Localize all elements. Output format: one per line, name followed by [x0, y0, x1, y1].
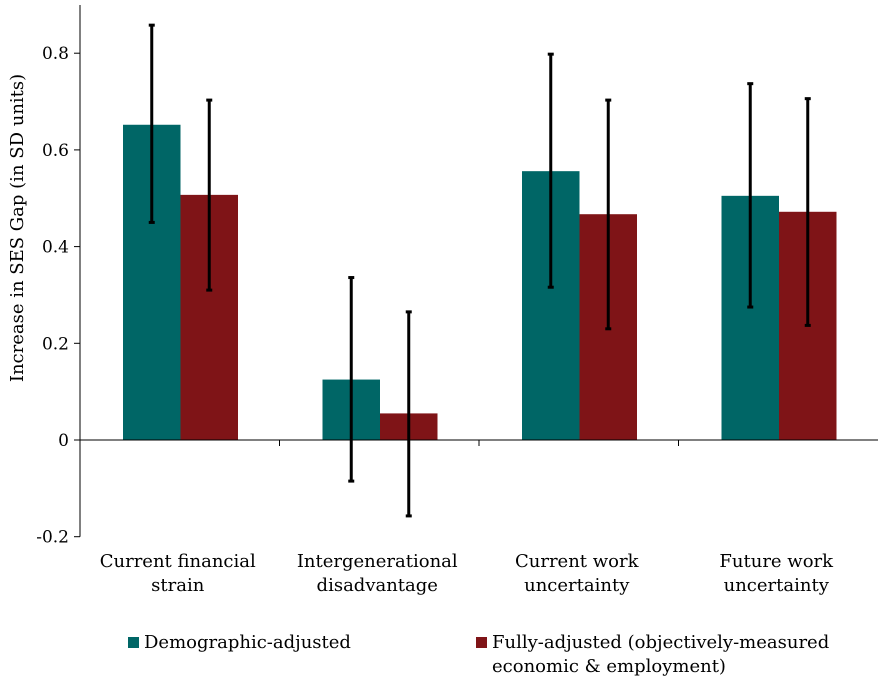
y-tick-label: 0.6	[42, 141, 69, 161]
legend-label-demographic: Demographic-adjusted	[144, 632, 351, 653]
error-bar-fully-adjusted-3	[804, 97, 811, 327]
category-label-1: Intergenerational	[297, 551, 458, 572]
y-axis-title: Increase in SES Gap (in SD units)	[7, 74, 28, 382]
legend-swatch-fully-adjusted	[476, 637, 487, 648]
y-tick-label: 0.8	[42, 44, 69, 64]
y-tick-label: 0	[58, 431, 69, 451]
category-label-3: uncertainty	[724, 575, 830, 596]
error-bar-fully-adjusted-2	[605, 98, 612, 331]
category-label-2: Current work	[515, 551, 640, 572]
category-label-1: disadvantage	[317, 575, 438, 596]
error-bar-demographic-1	[348, 276, 355, 483]
legend-swatch-demographic	[128, 637, 139, 648]
legend-label-fully-adjusted-line1: Fully-adjusted (objectively-measured	[492, 632, 830, 653]
error-bar-fully-adjusted-0	[206, 98, 213, 292]
error-bar-demographic-0	[148, 23, 155, 224]
y-tick-label: 0.4	[42, 238, 69, 258]
category-label-0: strain	[151, 575, 205, 596]
error-bar-demographic-2	[547, 52, 554, 289]
error-bar-fully-adjusted-1	[405, 310, 412, 518]
y-tick-label: -0.2	[36, 528, 69, 548]
legend-label-fully-adjusted-line2: economic & employment)	[492, 656, 726, 677]
category-label-2: uncertainty	[524, 575, 630, 596]
y-tick-label: 0.2	[42, 334, 69, 354]
error-bar-demographic-3	[747, 82, 754, 309]
category-label-0: Current financial	[100, 551, 256, 572]
category-label-3: Future work	[719, 551, 834, 572]
